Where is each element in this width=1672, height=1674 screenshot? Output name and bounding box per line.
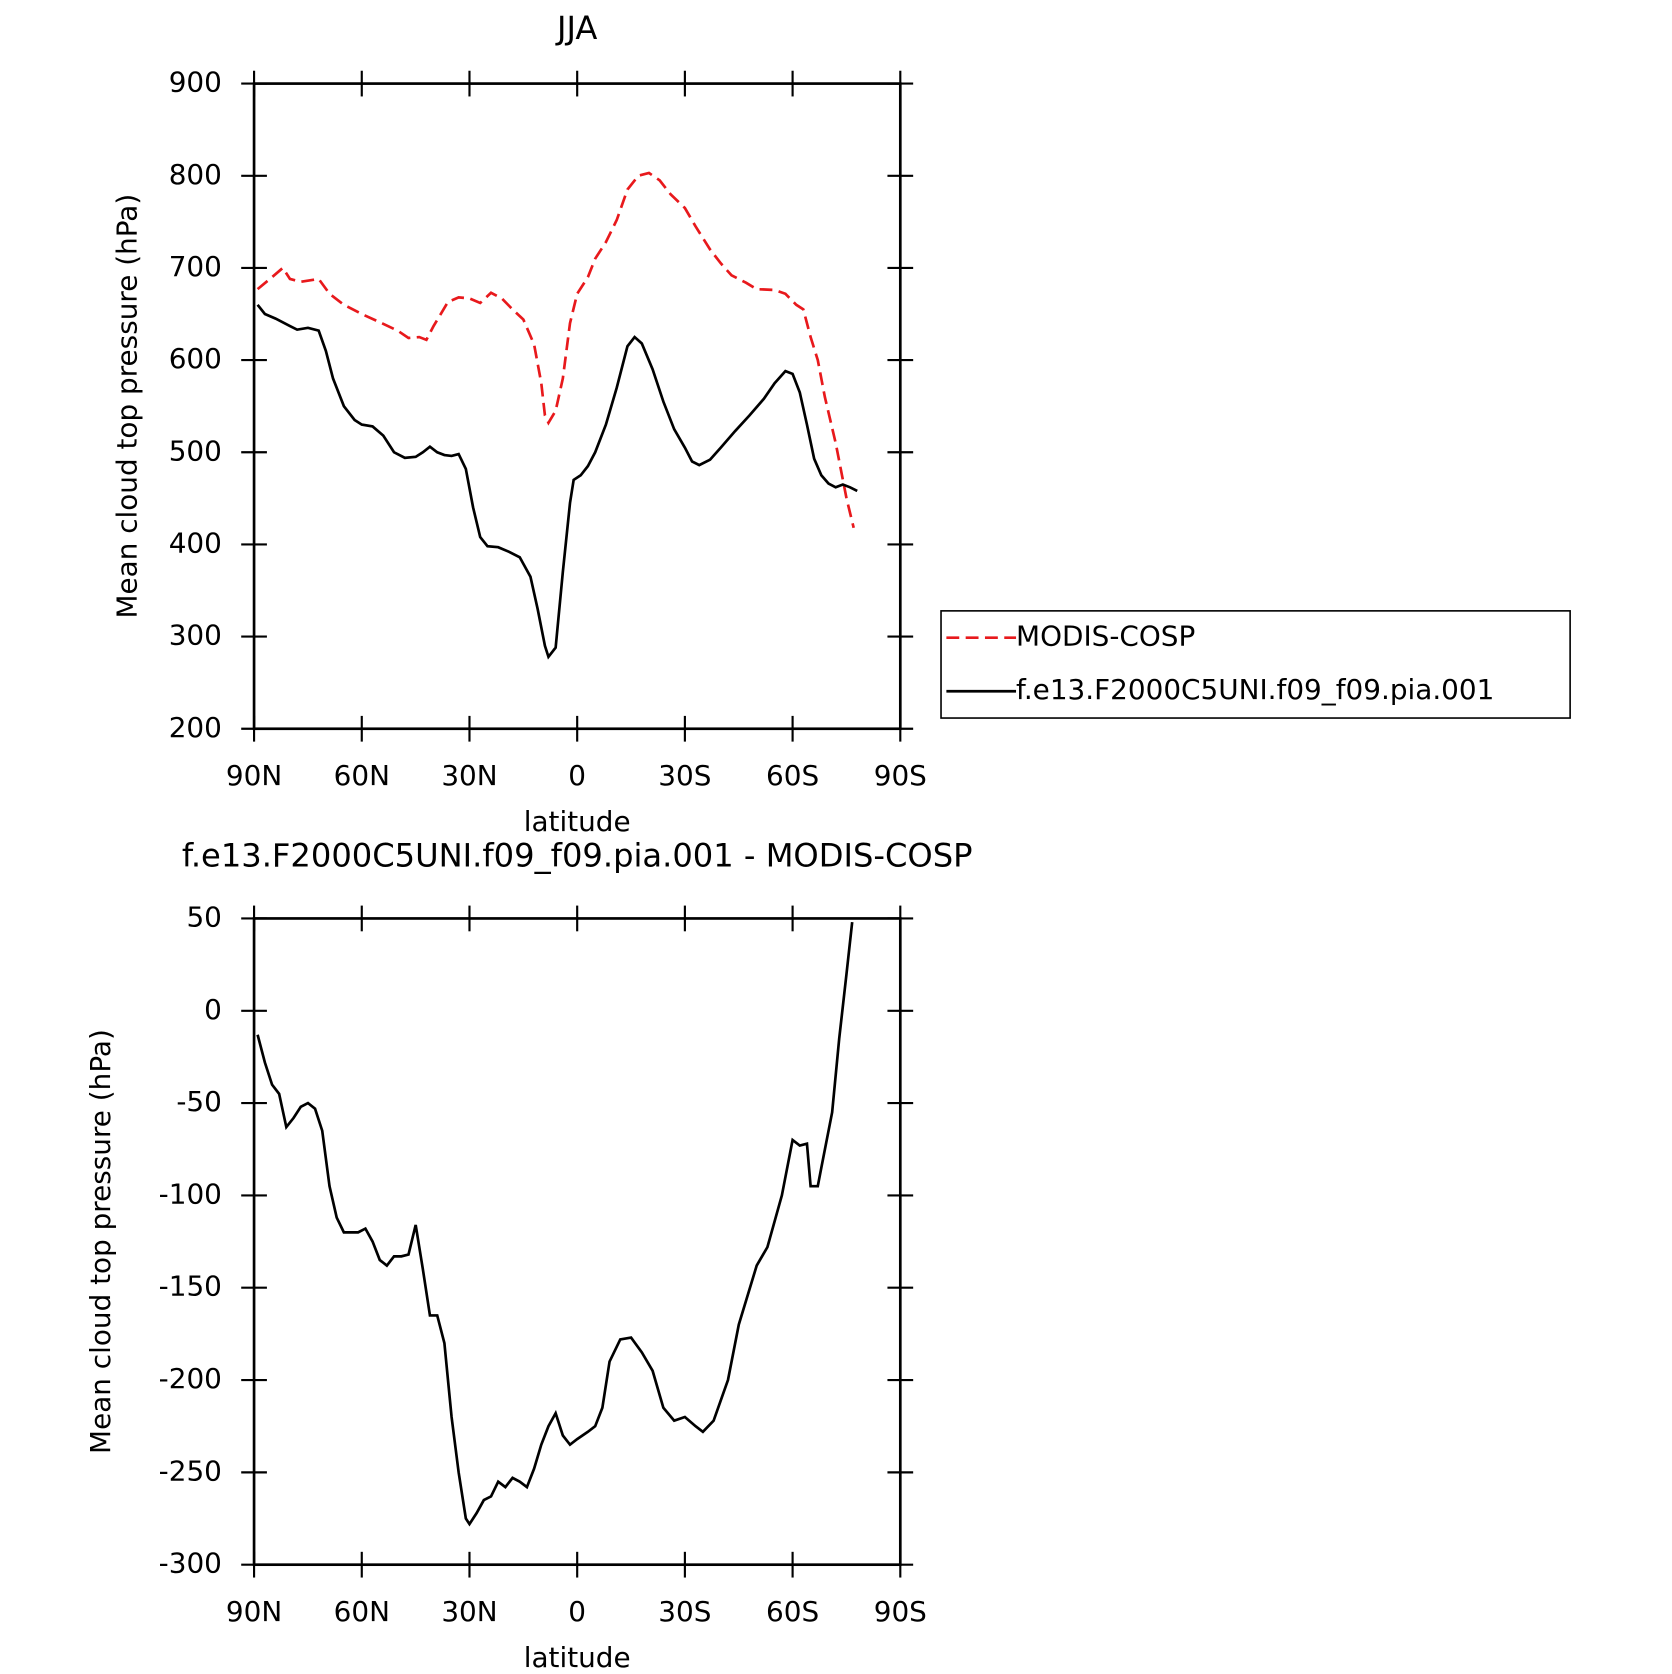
chart-title: f.e13.F2000C5UNI.f09_f09.pia.001 - MODIS… (182, 836, 973, 874)
x-tick-label: 90N (226, 1595, 282, 1628)
data-line (256, 303, 858, 660)
y-tick-label: 600 (169, 342, 222, 375)
x-tick-label: 60S (766, 1595, 819, 1628)
x-tick-label: 30S (658, 759, 711, 792)
y-tick-label: -50 (176, 1085, 222, 1118)
y-tick-label: 400 (169, 526, 222, 559)
y-tick-label: 300 (169, 619, 222, 652)
legend-box (940, 610, 1571, 719)
y-tick-label: 50 (186, 900, 221, 933)
y-tick-label: 500 (169, 434, 222, 467)
x-tick-label: 0 (568, 759, 586, 792)
y-tick-label: 800 (169, 158, 222, 191)
y-tick-label: -200 (159, 1362, 222, 1395)
x-tick-label: 30N (441, 759, 497, 792)
y-axis-label: Mean cloud top pressure (hPa) (84, 1029, 117, 1454)
legend-label: f.e13.F2000C5UNI.f09_f09.pia.001 (1016, 673, 1494, 706)
data-line (256, 171, 855, 529)
x-axis-label: latitude (524, 1641, 631, 1674)
plot-frame (252, 917, 902, 1567)
x-tick-label: 60N (334, 1595, 390, 1628)
y-tick-label: 900 (169, 66, 222, 99)
legend-label: MODIS-COSP (1016, 620, 1195, 653)
y-tick-label: 700 (169, 250, 222, 283)
data-line (256, 921, 854, 1527)
chart-title: JJA (555, 9, 597, 47)
y-tick-label: -300 (159, 1547, 222, 1580)
x-tick-label: 90S (874, 1595, 927, 1628)
y-axis-label: Mean cloud top pressure (hPa) (111, 194, 144, 619)
x-tick-label: 30S (658, 1595, 711, 1628)
x-tick-label: 60S (766, 759, 819, 792)
x-tick-label: 30N (441, 1595, 497, 1628)
plot-frame (252, 82, 902, 731)
x-tick-label: 90S (874, 759, 927, 792)
y-tick-label: -150 (159, 1270, 222, 1303)
y-tick-label: 200 (169, 711, 222, 744)
y-tick-label: 0 (204, 993, 222, 1026)
x-tick-label: 90N (226, 759, 282, 792)
y-tick-label: -250 (159, 1454, 222, 1487)
y-tick-label: -100 (159, 1177, 222, 1210)
x-tick-label: 0 (568, 1595, 586, 1628)
x-tick-label: 60N (334, 759, 390, 792)
x-axis-label: latitude (524, 805, 631, 838)
